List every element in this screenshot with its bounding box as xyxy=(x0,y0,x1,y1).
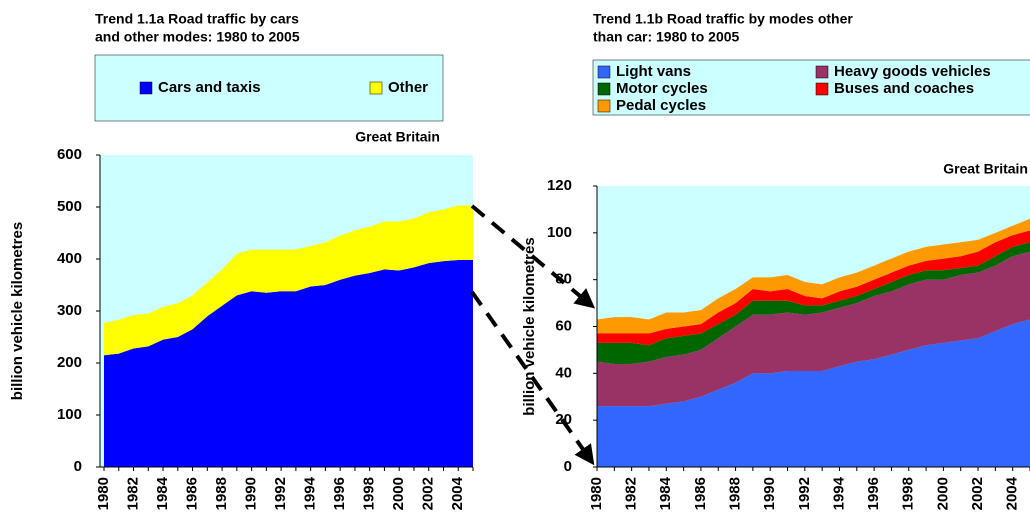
annotation: Great Britain xyxy=(943,161,1028,177)
legend-label: Pedal cycles xyxy=(616,97,706,114)
y-tick-label: 500 xyxy=(57,198,82,215)
y-tick-label: 100 xyxy=(57,406,82,423)
chart-title: Trend 1.1b Road traffic by modes other xyxy=(593,11,853,27)
legend-label: Cars and taxis xyxy=(158,79,261,96)
y-tick-label: 80 xyxy=(555,271,572,288)
y-tick-label: 60 xyxy=(555,317,572,334)
legend-label: Other xyxy=(388,79,428,96)
x-tick-label: 1996 xyxy=(331,477,348,510)
x-tick-label: 1988 xyxy=(213,477,230,510)
y-axis-label: billion vehicle kilometres xyxy=(9,222,26,400)
legend-swatch xyxy=(597,82,611,96)
x-tick-label: 2002 xyxy=(969,477,986,510)
charts: Trend 1.1a Road traffic by cars and other… xyxy=(9,11,1030,510)
y-tick-label: 200 xyxy=(57,354,82,371)
legend-swatch xyxy=(139,81,153,95)
legend-box xyxy=(94,54,444,122)
chart-title: than car: 1980 to 2005 xyxy=(593,29,740,45)
x-tick-label: 1980 xyxy=(588,477,605,510)
x-tick-label: 1992 xyxy=(272,477,289,510)
x-tick-label: 1990 xyxy=(243,477,260,510)
x-tick-label: 2002 xyxy=(420,477,437,510)
x-tick-label: 1986 xyxy=(692,477,709,510)
chart-title: and other modes: 1980 to 2005 xyxy=(95,29,300,45)
legend-swatch xyxy=(815,65,829,79)
x-tick-label: 2000 xyxy=(390,477,407,510)
area xyxy=(597,218,1030,334)
x-tick-label: 2000 xyxy=(934,477,951,510)
legend-swatch xyxy=(597,99,611,113)
legend-swatch xyxy=(815,82,829,96)
y-tick-label: 600 xyxy=(57,146,82,163)
x-tick-label: 1980 xyxy=(95,477,112,510)
connector-arrow xyxy=(470,290,595,466)
x-tick-label: 1996 xyxy=(865,477,882,510)
area xyxy=(104,205,473,356)
x-tick-label: 1998 xyxy=(361,477,378,510)
x-tick-label: 1994 xyxy=(302,476,319,510)
legend-label: Heavy goods vehicles xyxy=(834,63,991,80)
area xyxy=(597,242,1030,364)
legend-label: Buses and coaches xyxy=(834,80,974,97)
legend-swatch xyxy=(369,81,383,95)
legend-label: Motor cycles xyxy=(616,80,708,97)
area xyxy=(597,319,1030,467)
x-tick-label: 1992 xyxy=(796,477,813,510)
legend-label: Light vans xyxy=(616,63,691,80)
y-tick-label: 400 xyxy=(57,250,82,267)
x-tick-label: 1982 xyxy=(623,477,640,510)
y-tick-label: 0 xyxy=(74,458,82,475)
x-tick-label: 2004 xyxy=(1004,476,1021,510)
x-tick-label: 1994 xyxy=(830,476,847,510)
area xyxy=(104,260,473,467)
x-tick-label: 1982 xyxy=(124,477,141,510)
y-tick-label: 40 xyxy=(555,364,572,381)
y-tick-label: 300 xyxy=(57,302,82,319)
y-tick-label: 0 xyxy=(564,458,572,475)
x-tick-label: 2004 xyxy=(449,476,466,510)
legend-swatch xyxy=(597,65,611,79)
y-tick-label: 120 xyxy=(547,177,572,194)
x-tick-label: 1984 xyxy=(154,476,171,510)
x-tick-label: 1990 xyxy=(761,477,778,510)
x-tick-label: 1984 xyxy=(657,476,674,510)
x-tick-label: 1988 xyxy=(727,477,744,510)
area xyxy=(597,251,1030,407)
y-tick-label: 100 xyxy=(547,224,572,241)
area xyxy=(597,230,1030,346)
y-axis-label: billion vehicle kilometres xyxy=(521,237,538,415)
annotation: Great Britain xyxy=(355,129,440,145)
chart-title: Trend 1.1a Road traffic by cars xyxy=(95,11,299,27)
connector-arrow xyxy=(470,204,596,309)
x-tick-label: 1986 xyxy=(184,477,201,510)
x-tick-label: 1998 xyxy=(900,477,917,510)
legend-box xyxy=(592,59,1030,116)
